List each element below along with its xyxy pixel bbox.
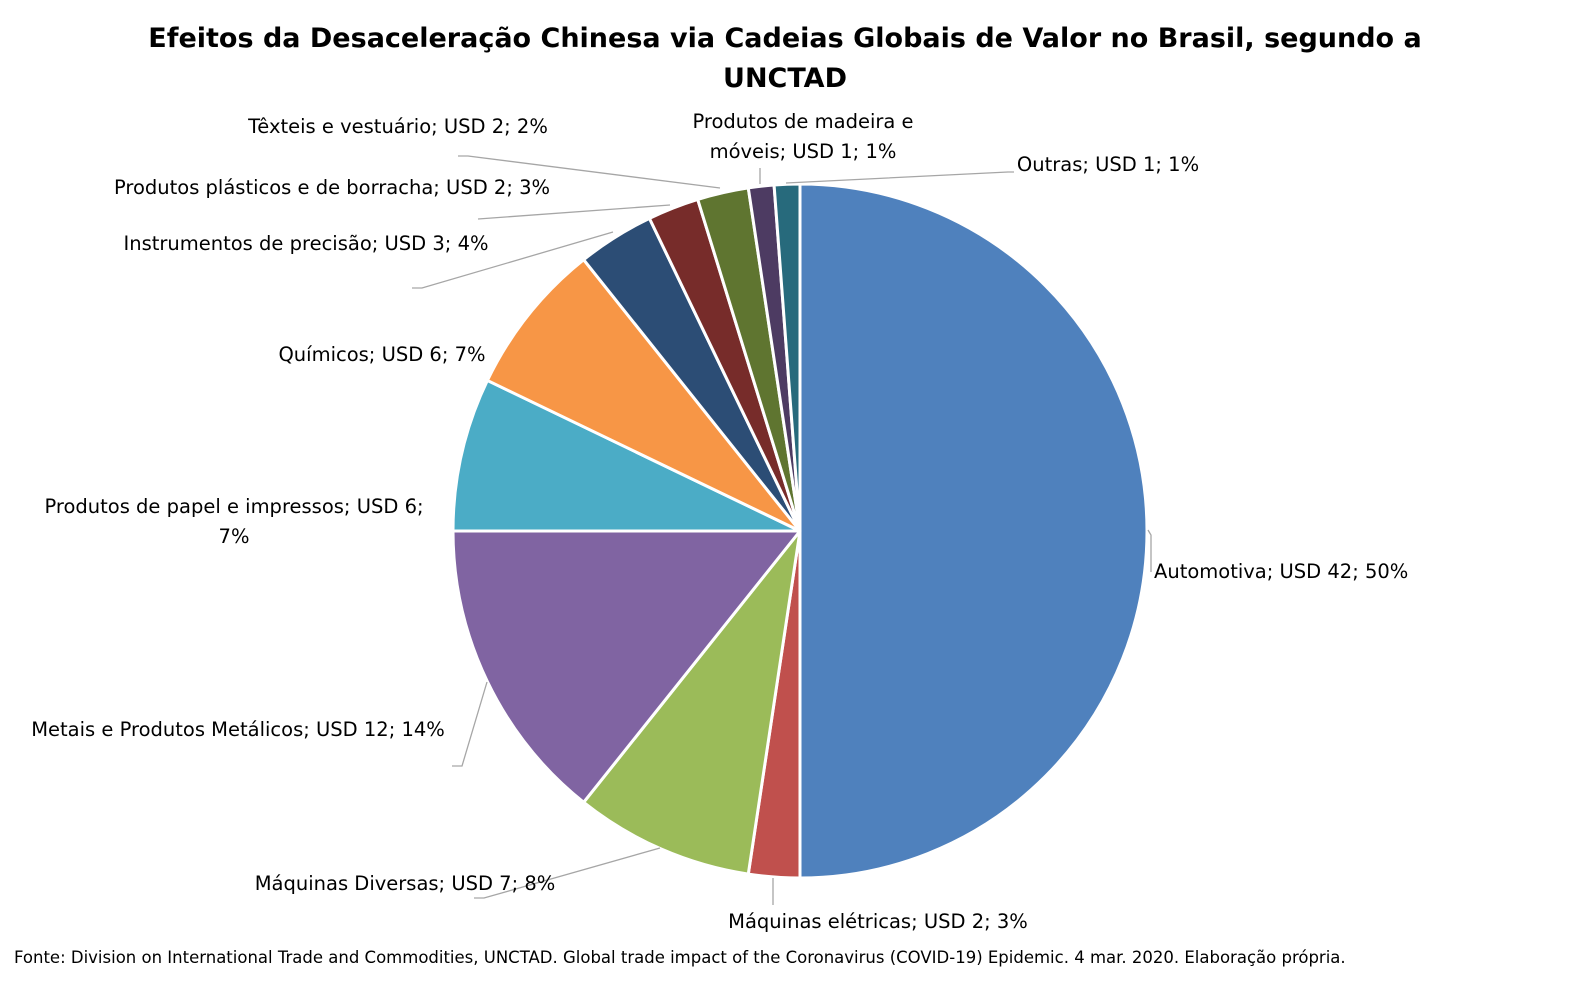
chart-title-line: UNCTAD [723,63,847,94]
leader-line [452,681,488,767]
pie-slice [772,182,802,533]
leader-line [474,847,661,899]
leader-line [1147,529,1152,572]
pie-slice [451,378,802,533]
data-label: Têxteis e vestuário; USD 2; 2% [247,115,548,138]
data-label: Químicos; USD 6; 7% [278,343,485,366]
source-note: Fonte: Division on International Trade a… [14,948,1346,967]
data-label: Automotiva; USD 42; 50% [1154,560,1408,583]
chart-title-line: Efeitos da Desaceleração Chinesa via Cad… [148,23,1421,54]
data-label: Metais e Produtos Metálicos; USD 12; 14% [31,718,445,741]
leader-line [785,171,1014,184]
pie-slice [798,182,1149,880]
data-label: 7% [219,525,250,548]
leader-line [458,155,721,189]
leader-line [412,231,614,289]
chart-title: Efeitos da Desaceleração Chinesa via Cad… [148,23,1421,94]
data-label: Máquinas Diversas; USD 7; 8% [255,872,556,895]
leader-line [477,204,671,220]
data-label: Instrumentos de precisão; USD 3; 4% [123,232,488,255]
data-label: móveis; USD 1; 1% [710,140,897,163]
data-label: Outras; USD 1; 1% [1017,153,1199,176]
data-label: Máquinas elétricas; USD 2; 3% [728,910,1028,933]
data-labels: Automotiva; USD 42; 50% Máquinas elétrica… [31,110,1408,933]
pie-slice [451,529,802,804]
pie-slice [485,258,802,533]
leader-lines [412,155,1152,905]
data-label: Produtos plásticos e de borracha; USD 2;… [114,176,550,199]
data-label: Produtos de papel e impressos; USD 6; [44,495,423,518]
pie-slice [582,529,802,876]
pie-slices [451,182,1149,880]
data-label: Produtos de madeira e [692,110,913,133]
